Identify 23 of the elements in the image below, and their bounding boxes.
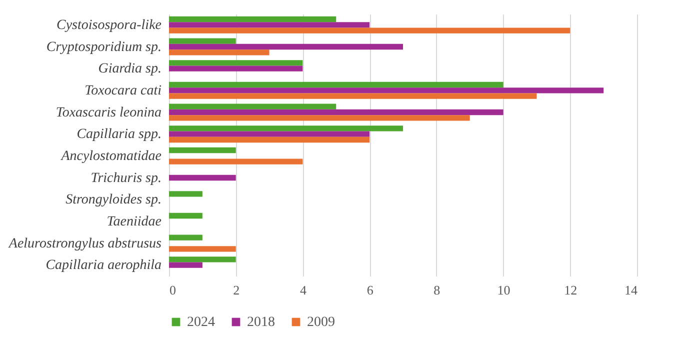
y-tick-label: Trichuris sp.: [90, 170, 162, 186]
y-tick-label: Capillaria aerophila: [46, 258, 162, 274]
x-tick-label: 0: [170, 282, 176, 298]
y-tick-label: Toxascaris leonina: [56, 105, 162, 120]
x-tick-label: 12: [564, 282, 578, 298]
y-tick-label: Giardia sp.: [98, 62, 162, 77]
x-tick-label: 14: [624, 282, 638, 298]
y-tick-label: Toxocara cati: [84, 83, 162, 98]
y-tick-label: Taeniidae: [106, 214, 162, 230]
legend-label: 2009: [307, 315, 335, 330]
y-tick-label: Cryptosporidium sp.: [46, 40, 162, 55]
y-tick-label: Strongyloides sp.: [66, 192, 162, 208]
y-tick-label: Aelurostrongylus abstrusus: [8, 236, 162, 252]
legend-label: 2018: [247, 315, 275, 330]
x-tick-label: 8: [434, 282, 440, 298]
x-tick-label: 2: [233, 282, 240, 298]
y-tick-label: Capillaria spp.: [76, 127, 162, 142]
y-tick-label: Cystoisospora-like: [56, 18, 162, 33]
x-tick-label: 6: [366, 282, 374, 298]
x-tick-label: 4: [300, 282, 307, 298]
x-tick-label: 10: [497, 282, 510, 298]
legend-label: 2024: [187, 315, 215, 330]
y-tick-label: Ancylostomatidae: [60, 148, 162, 164]
